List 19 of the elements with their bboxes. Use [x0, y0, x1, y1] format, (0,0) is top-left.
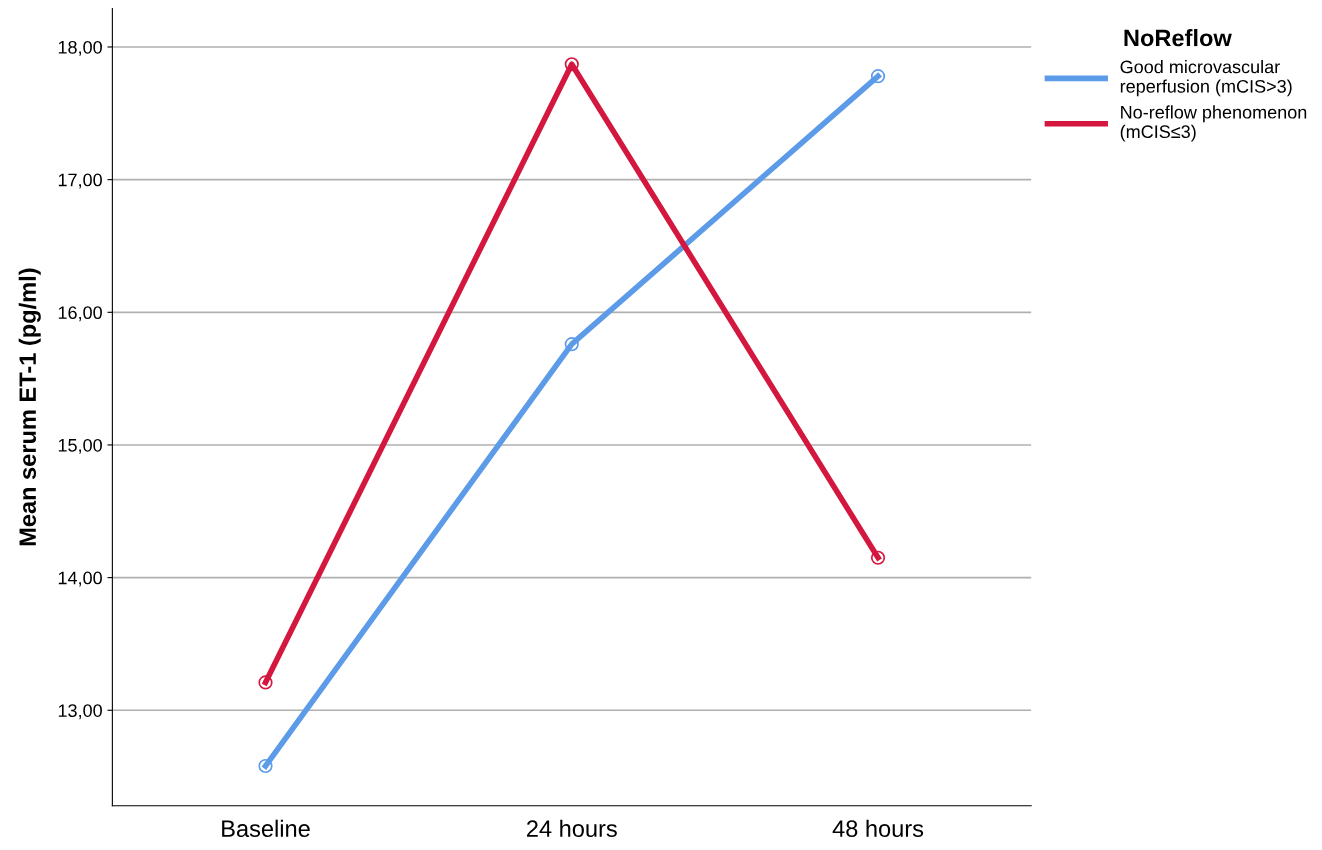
legend-title: NoReflow — [1124, 29, 1232, 47]
y-tick-label: 17,00 — [58, 173, 102, 189]
y-tick-label: 15,00 — [58, 438, 102, 454]
x-tick-label: 24 hours — [527, 819, 617, 838]
point — [870, 69, 886, 84]
x-tick-label: 48 hours — [832, 819, 924, 838]
point — [258, 675, 273, 690]
y-tick-label: 14,00 — [58, 571, 102, 587]
y-tick-label: 13,00 — [58, 704, 102, 720]
y-tick-label: 18,00 — [58, 40, 102, 56]
point — [870, 550, 886, 565]
y-tick-label: 16,00 — [58, 306, 102, 322]
legend-label: No-reflow phenomenon (mCIS≤3) — [1120, 105, 1307, 142]
x-tick-label: Baseline — [222, 819, 310, 838]
legend-label: Good microvascular reperfusion (mCIS>3) — [1120, 60, 1292, 97]
point — [564, 57, 579, 72]
point — [564, 337, 579, 352]
point — [258, 758, 273, 774]
y-axis-title: Mean serum ET-1 (pg/ml) — [18, 268, 41, 546]
